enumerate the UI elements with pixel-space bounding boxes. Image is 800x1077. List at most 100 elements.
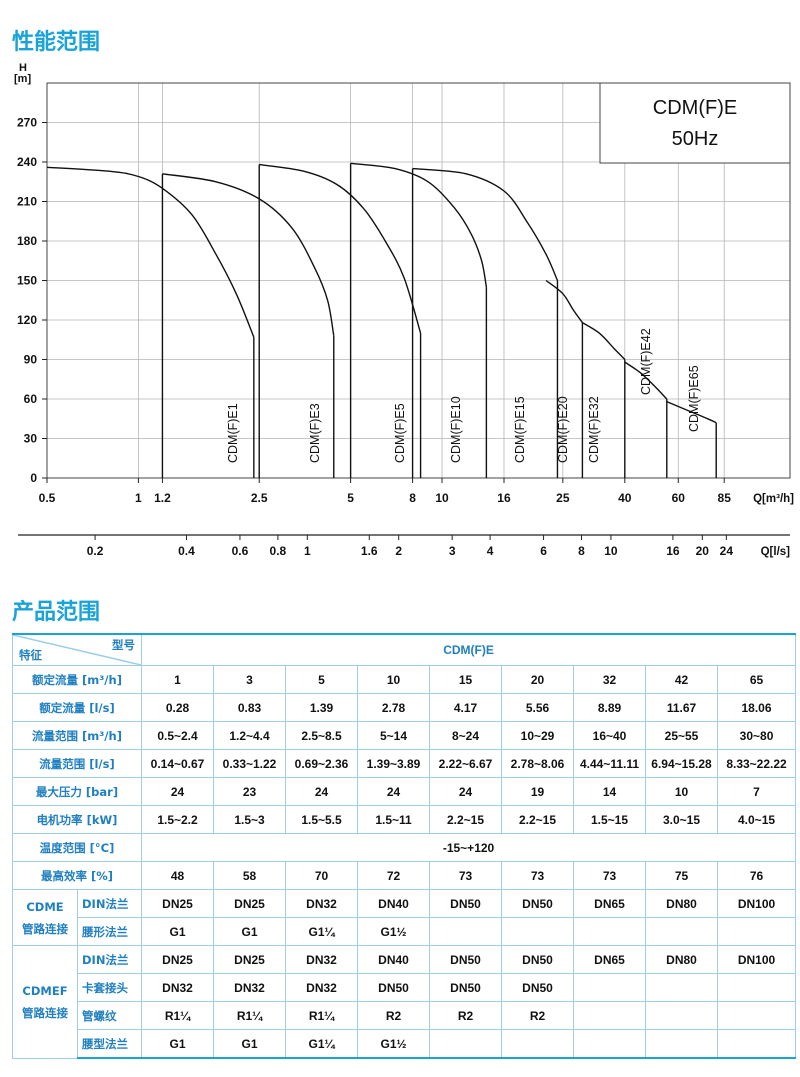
curve-cdmfe10 xyxy=(350,162,488,288)
table-cell: G1¼ xyxy=(285,917,358,946)
table-cell: 1.39 xyxy=(285,693,358,722)
table-cell: 73 xyxy=(429,861,502,890)
table-cell: DN25 xyxy=(213,889,286,918)
table-cell: 2.78 xyxy=(357,693,430,722)
curve-cdmfe5 xyxy=(259,163,422,334)
table-cell xyxy=(573,1001,646,1030)
table-cell xyxy=(716,973,797,1002)
table-cell: 73 xyxy=(573,861,646,890)
model-series-header: CDM(F)E xyxy=(140,633,797,666)
table-cell: DN50 xyxy=(357,973,430,1002)
row-label: 额定流量 [l/s] xyxy=(12,693,142,722)
table-cell: 2.22~6.67 xyxy=(429,749,502,778)
x-tick-label: 25 xyxy=(556,491,570,505)
x-tick-label: 8 xyxy=(409,491,416,505)
y-tick-label: 180 xyxy=(17,234,37,248)
table-cell: 15 xyxy=(429,665,502,694)
series-label: CDM(F)E32 xyxy=(587,396,601,463)
series-label: CDM(F)E20 xyxy=(556,396,570,463)
row-label: 最高效率 [%] xyxy=(12,861,142,890)
table-cell: 25~55 xyxy=(645,721,718,750)
table-cell xyxy=(573,973,646,1002)
table-cell xyxy=(716,1001,797,1030)
table-cell: 0.14~0.67 xyxy=(141,749,214,778)
chart-title-box xyxy=(599,82,791,164)
table-cell: 7 xyxy=(716,777,797,806)
x2-tick-label: 4 xyxy=(487,544,494,558)
y-tick-label: 30 xyxy=(24,432,38,446)
table-cell: DN32 xyxy=(285,973,358,1002)
sub-row-label: 腰形法兰 xyxy=(77,917,142,946)
table-cell: 24 xyxy=(429,777,502,806)
table-cell: DN40 xyxy=(357,889,430,918)
table-cell: DN50 xyxy=(501,973,574,1002)
table-cell xyxy=(429,917,502,946)
table-cell: DN25 xyxy=(141,945,214,974)
series-label: CDM(F)E65 xyxy=(687,365,701,432)
x-tick-label: 1.2 xyxy=(154,491,171,505)
table-cell: DN100 xyxy=(716,945,797,974)
table-cell: 24 xyxy=(285,777,358,806)
row-label: 最大压力 [bar] xyxy=(12,777,142,806)
table-row: 温度范围 [°C] -15~+120 xyxy=(12,833,797,862)
table-cell: 1 xyxy=(141,665,214,694)
products-section-title: 产品范围 xyxy=(12,600,101,625)
sub-row-label: DIN法兰 xyxy=(77,945,142,974)
table-cell: DN50 xyxy=(501,945,574,974)
table-row: CDME 管路连接 DIN法兰 DN25 DN25 DN32 DN40 DN50 DN50 DN6… xyxy=(12,889,797,946)
series-label: CDM(F)E42 xyxy=(639,328,653,395)
table-cell: 23 xyxy=(213,777,286,806)
table-cell: R1¼ xyxy=(213,1001,286,1030)
table-cell xyxy=(501,917,574,946)
table-cell: 1.5~11 xyxy=(357,805,430,834)
table-cell: 32 xyxy=(573,665,646,694)
table-cell: 76 xyxy=(716,861,797,890)
x2-tick-label: 6 xyxy=(540,544,547,558)
y-tick-label: 150 xyxy=(17,274,37,288)
x2-tick-label: 2 xyxy=(395,544,402,558)
group-name: CDME xyxy=(26,899,64,914)
table-cell xyxy=(645,1029,718,1059)
product-range-table: 型号 特征 CDM(F)E 额定流量 [m³/h] 1 3 5 10 15 20 32 42 65… xyxy=(12,633,797,1059)
row-label: 流量范围 [l/s] xyxy=(12,749,142,778)
y-tick-label: 0 xyxy=(30,471,37,485)
table-cell: 0.5~2.4 xyxy=(141,721,214,750)
y-axis-unit: [m] xyxy=(14,73,31,85)
x-tick-label: 1 xyxy=(135,491,142,505)
table-cell: 1.5~3 xyxy=(213,805,286,834)
table-cell: 1.39~3.89 xyxy=(357,749,430,778)
table-cell: 6.94~15.28 xyxy=(645,749,718,778)
table-cell xyxy=(501,1029,574,1059)
table-cell: 8.89 xyxy=(573,693,646,722)
x-tick-label: 40 xyxy=(618,491,632,505)
table-cell: DN32 xyxy=(141,973,214,1002)
table-cell: R2 xyxy=(501,1001,574,1030)
x2-tick-label: 16 xyxy=(666,544,680,558)
row-label: 温度范围 [°C] xyxy=(12,833,142,862)
table-cell: 20 xyxy=(501,665,574,694)
group-name: CDMEF xyxy=(22,983,68,998)
group-label-cdmef: CDMEF 管路连接 xyxy=(12,945,78,1059)
table-cell: 3.0~15 xyxy=(645,805,718,834)
table-cell: R2 xyxy=(429,1001,502,1030)
table-cell: DN65 xyxy=(573,889,646,918)
table-cell: DN80 xyxy=(645,889,718,918)
x-tick-label: 5 xyxy=(347,491,354,505)
x2-tick-label: 1 xyxy=(304,544,311,558)
table-cell: 16~40 xyxy=(573,721,646,750)
table-row: 流量范围 [l/s] 0.14~0.67 0.33~1.22 0.69~2.36 1.3… xyxy=(12,749,797,778)
table-row: 额定流量 [l/s] 0.28 0.83 1.39 2.78 4.17 5.56 8.89 11… xyxy=(12,693,797,722)
table-cell: 72 xyxy=(357,861,430,890)
table-cell: 1.2~4.4 xyxy=(213,721,286,750)
chart-title: CDM(F)E xyxy=(653,97,737,119)
table-cell: 5 xyxy=(285,665,358,694)
sub-row-label: 腰型法兰 xyxy=(77,1029,142,1059)
table-cell: G1½ xyxy=(357,917,430,946)
x-axis-label: Q[m³/h] xyxy=(753,493,794,505)
table-cell xyxy=(645,973,718,1002)
curve-cdmfe3 xyxy=(162,173,335,336)
table-cell: DN25 xyxy=(213,945,286,974)
x2-tick-label: 0.2 xyxy=(87,544,104,558)
table-cell: 75 xyxy=(645,861,718,890)
